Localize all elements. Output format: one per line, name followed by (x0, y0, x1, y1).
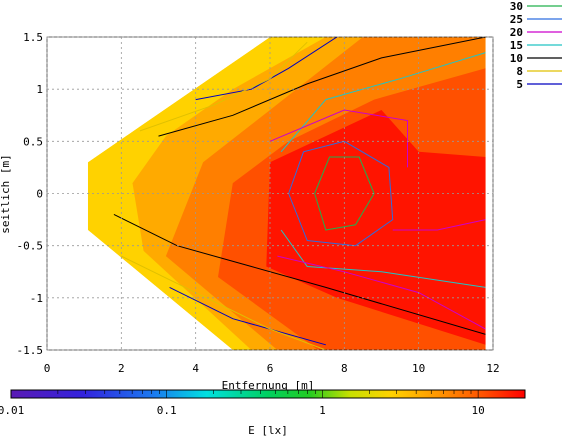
grid-lines (46, 36, 494, 351)
contour-line (269, 109, 408, 168)
colorbar: 0.01 0.1 1 10 E [lx] (0, 389, 526, 437)
contour-line (392, 219, 486, 231)
contour-line (158, 37, 486, 137)
y-tick-label: -1 (30, 292, 43, 305)
y-tick-label: -1.5 (17, 344, 44, 357)
x-tick-label: 4 (192, 362, 199, 375)
contour-line (288, 140, 394, 247)
legend-label: 10 (510, 52, 523, 65)
legend-label: 20 (510, 26, 523, 39)
colorbar-tick-label: 0.1 (157, 404, 177, 417)
contour-line (169, 286, 326, 346)
x-tick-label: 2 (118, 362, 125, 375)
y-tick-label: 0 (36, 188, 43, 201)
colorbar-tick-label: 10 (472, 404, 485, 417)
y-tick-label: 1.5 (23, 31, 43, 44)
y-tick-label: 0.5 (23, 135, 43, 148)
x-tick-label: 0 (44, 362, 51, 375)
contour-line (121, 255, 326, 350)
legend-label: 5 (516, 78, 523, 91)
y-tick-label: -0.5 (17, 240, 44, 253)
colorbar-tick-label: 0.01 (0, 404, 24, 417)
contour-line (139, 41, 308, 132)
x-tick-label: 6 (267, 362, 274, 375)
x-axis-ticks: 0 2 4 6 8 10 12 (44, 362, 500, 375)
x-tick-label: 12 (486, 362, 499, 375)
legend-label: 8 (516, 65, 523, 78)
x-tick-label: 10 (412, 362, 425, 375)
contour-lines (113, 37, 486, 350)
x-tick-label: 8 (341, 362, 348, 375)
y-tick-label: 1 (36, 83, 43, 96)
colorbar-gradient (10, 389, 526, 399)
contour-line (113, 213, 486, 335)
colorbar-label: E [lx] (248, 424, 288, 437)
contour-line (314, 156, 375, 231)
legend-label: 25 (510, 13, 523, 26)
y-axis-ticks: -1.5 -1 -0.5 0 0.5 1 1.5 (17, 31, 44, 357)
colorbar-tick-label: 1 (319, 404, 326, 417)
contour-line (277, 255, 486, 330)
x-axis-label: Entfernung [m] (222, 379, 315, 392)
legend-label: 15 (510, 39, 523, 52)
legend-label: 30 (510, 0, 523, 13)
y-axis-label: seitlich [m] (0, 154, 12, 233)
contour-line (280, 229, 486, 288)
